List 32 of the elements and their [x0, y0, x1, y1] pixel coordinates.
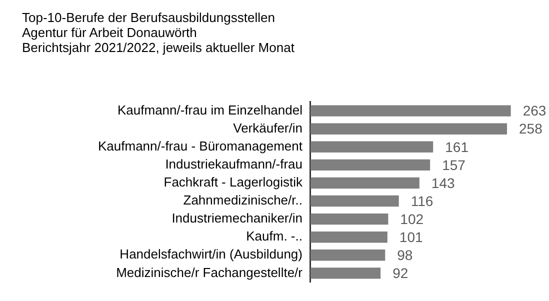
y-tick-label: Fachkraft - Lagerlogistik [164, 174, 303, 190]
data-label: 263 [522, 102, 546, 119]
y-tick-label: Kaufmann/-frau - Büromanagement [98, 138, 303, 154]
data-label: 258 [519, 120, 543, 137]
y-tick-label: Industriemechaniker/in [172, 210, 302, 226]
data-label: 102 [400, 210, 424, 227]
data-label: 101 [399, 228, 423, 245]
bar [310, 250, 386, 261]
bar [310, 177, 420, 189]
data-label: 157 [442, 156, 466, 173]
y-tick-label: Handelsfachwirt/in (Ausbildung) [120, 246, 302, 262]
y-tick-label: Zahnmedizinische/r.. [183, 192, 302, 208]
text: Agentur für Arbeit Donauwörth Berichtsjahr 2021/2022, jeweils aktueller Monat [22, 25, 294, 55]
bar [310, 141, 434, 152]
y-tick-label: Industriekaufmann/-frau [165, 156, 302, 172]
text: Top-10-Berufe der Berufsausbildungsstellen [22, 10, 276, 25]
y-tick-label: Verkäufer/in [233, 120, 302, 136]
bar [310, 123, 508, 134]
bar [310, 213, 388, 225]
data-label: 161 [445, 138, 469, 155]
y-tick-label: Kaufm. -.. [246, 228, 302, 244]
y-tick-label: Medizinische/r Fachangestellte/r [116, 264, 304, 280]
data-label: 98 [397, 247, 413, 263]
y-tick-label: Kaufmann/-frau im Einzelhandel [117, 102, 303, 118]
bar [310, 159, 430, 171]
data-label: 143 [431, 174, 455, 191]
data-label: 92 [392, 265, 408, 282]
bar [310, 268, 381, 279]
bar [310, 195, 399, 207]
data-label: 116 [410, 192, 434, 209]
bar [310, 105, 511, 116]
bar [310, 232, 388, 243]
